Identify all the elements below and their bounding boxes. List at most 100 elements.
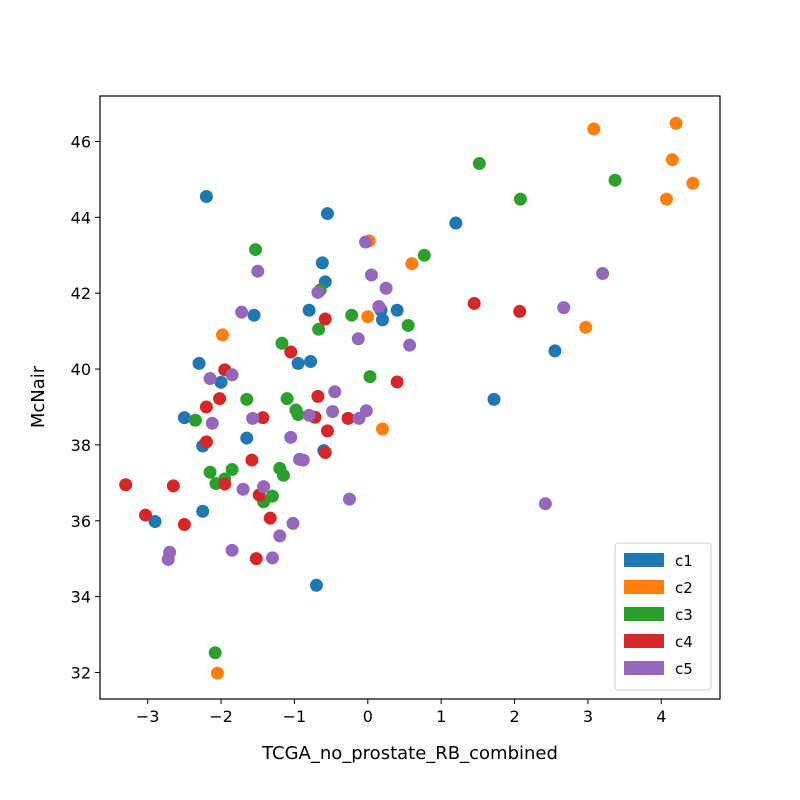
point-c1-9 xyxy=(375,313,389,327)
point-c1-2 xyxy=(449,216,463,230)
point-c4-11 xyxy=(341,411,355,425)
y-tick-label: 46 xyxy=(71,133,91,152)
point-c2-9 xyxy=(216,328,230,342)
point-c3-18 xyxy=(203,465,217,479)
point-c4-19 xyxy=(138,508,152,522)
point-c5-6 xyxy=(372,299,386,313)
point-c5-22 xyxy=(296,453,310,467)
legend: c1 c2 c3 c4 c5 xyxy=(614,542,712,691)
point-c4-14 xyxy=(318,445,332,459)
point-c4-1 xyxy=(513,304,527,318)
point-c1-12 xyxy=(304,354,318,368)
point-c4-15 xyxy=(245,453,259,467)
point-c4-23 xyxy=(249,552,263,566)
point-c5-13 xyxy=(328,385,342,399)
point-c5-10 xyxy=(403,338,417,352)
point-c4-8 xyxy=(213,392,227,406)
point-c4-9 xyxy=(256,411,270,425)
x-axis-ticks: −3 −2 −1 0 1 2 3 4 xyxy=(136,699,666,726)
legend-swatch-c1 xyxy=(624,553,664,567)
point-c5-12 xyxy=(203,372,217,386)
y-tick-label: 40 xyxy=(71,360,91,379)
point-c4-7 xyxy=(199,400,213,414)
point-c4-13 xyxy=(199,435,213,449)
point-c5-4 xyxy=(379,281,393,295)
point-c3-1 xyxy=(608,173,622,187)
x-axis-label: TCGA_no_prostate_RB_combined xyxy=(261,743,558,764)
point-c5-3 xyxy=(596,266,610,280)
point-c1-20 xyxy=(196,504,210,518)
point-c5-17 xyxy=(326,405,340,419)
point-c2-8 xyxy=(579,320,593,334)
x-tick-label: −2 xyxy=(209,707,233,726)
point-c4-2 xyxy=(318,312,332,326)
point-c1-8 xyxy=(390,303,404,317)
point-c1-11 xyxy=(291,356,305,370)
point-c1-0 xyxy=(199,190,213,203)
point-c3-9 xyxy=(275,336,289,350)
point-c5-23 xyxy=(257,480,271,494)
point-c3-12 xyxy=(280,392,294,406)
point-c4-16 xyxy=(218,477,232,491)
point-c5-7 xyxy=(557,301,571,315)
axes-frame xyxy=(99,95,721,700)
y-tick-label: 32 xyxy=(71,663,91,682)
point-c5-5 xyxy=(311,285,325,299)
point-c3-2 xyxy=(513,192,527,206)
legend-swatch-c4 xyxy=(624,634,664,648)
point-c1-1 xyxy=(320,207,334,221)
point-c1-19 xyxy=(487,392,501,406)
point-c5-15 xyxy=(246,411,260,425)
point-c2-1 xyxy=(669,116,683,130)
point-c1-15 xyxy=(177,411,191,425)
y-tick-label: 36 xyxy=(71,512,91,531)
point-c3-11 xyxy=(240,392,254,406)
legend-label-c1: c1 xyxy=(675,552,693,570)
legend-label-c2: c2 xyxy=(675,579,693,597)
point-c3-0 xyxy=(472,157,486,171)
point-c5-32 xyxy=(161,552,175,566)
point-c3-7 xyxy=(401,318,415,332)
point-c1-3 xyxy=(315,256,329,270)
x-tick-label: −1 xyxy=(283,707,307,726)
point-c5-28 xyxy=(273,529,287,543)
legend-swatch-c5 xyxy=(624,661,664,675)
point-c5-20 xyxy=(284,430,298,444)
y-axis-ticks: 32 34 36 38 40 42 44 46 xyxy=(71,133,100,682)
point-c3-6 xyxy=(345,308,359,322)
x-tick-label: 0 xyxy=(363,707,373,726)
legend-label-c4: c4 xyxy=(675,633,693,651)
legend-swatch-c3 xyxy=(624,607,664,621)
point-c2-3 xyxy=(686,176,700,190)
point-c5-0 xyxy=(359,235,373,249)
point-c5-27 xyxy=(286,516,300,530)
point-c3-4 xyxy=(249,243,263,257)
point-c1-14 xyxy=(548,344,562,358)
point-c2-4 xyxy=(659,192,673,206)
point-c3-17 xyxy=(276,468,290,482)
point-c4-3 xyxy=(284,345,298,359)
point-c1-6 xyxy=(247,308,261,322)
x-tick-label: 4 xyxy=(656,707,666,726)
y-tick-label: 42 xyxy=(71,284,91,303)
point-c1-13 xyxy=(214,375,228,389)
legend-label-c5: c5 xyxy=(675,660,693,678)
point-c1-10 xyxy=(192,356,206,370)
x-tick-label: 2 xyxy=(509,707,519,726)
point-c3-3 xyxy=(417,248,431,262)
points-layer xyxy=(119,116,700,680)
point-c5-30 xyxy=(265,551,279,565)
y-axis-label: McNair xyxy=(28,365,49,428)
point-c2-11 xyxy=(210,666,224,680)
x-tick-label: −3 xyxy=(136,707,160,726)
point-c1-21 xyxy=(148,515,162,529)
point-c5-9 xyxy=(351,332,365,346)
point-c3-10 xyxy=(363,370,377,384)
y-tick-label: 34 xyxy=(71,588,91,607)
point-c4-22 xyxy=(177,518,191,532)
point-c1-17 xyxy=(240,431,254,445)
y-tick-label: 38 xyxy=(71,436,91,455)
y-tick-label: 44 xyxy=(71,208,91,227)
point-c4-21 xyxy=(263,511,277,525)
point-c5-8 xyxy=(235,305,249,319)
